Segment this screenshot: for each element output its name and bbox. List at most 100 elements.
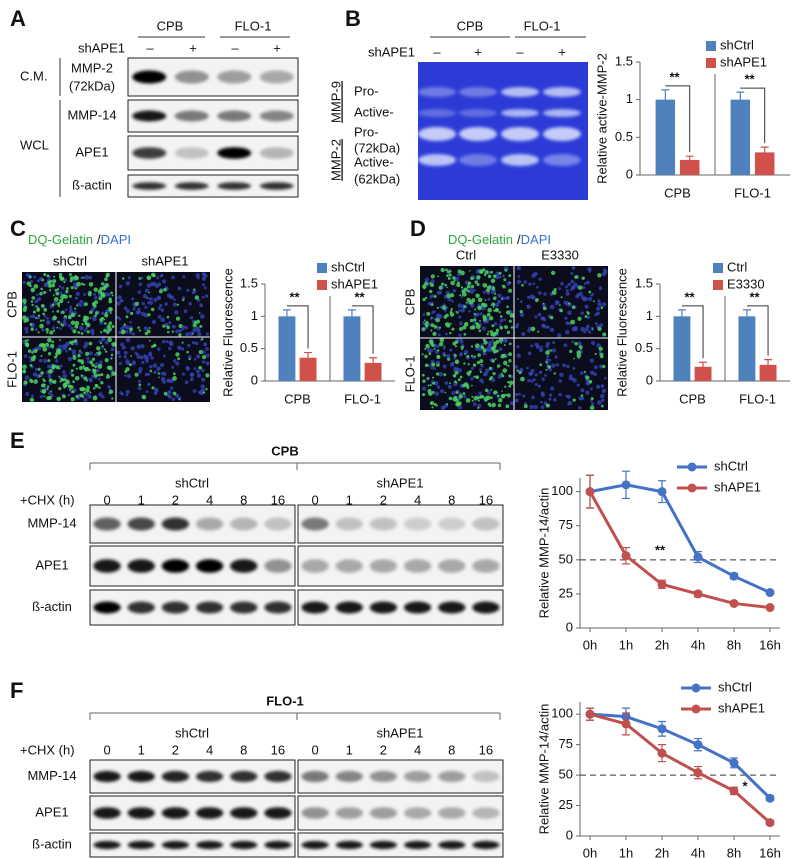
nucleus <box>201 388 205 393</box>
significance-label: * <box>742 779 748 794</box>
marker <box>729 571 739 581</box>
blot-label: APE1 <box>35 557 68 572</box>
blot-band <box>335 517 363 531</box>
marker <box>729 598 739 608</box>
gelatin-signal <box>436 363 440 367</box>
gelatin-signal <box>509 313 515 318</box>
gelatin-signal <box>41 278 45 282</box>
gelatin-signal <box>486 312 491 317</box>
gelatin-signal <box>51 365 55 370</box>
y-tick-label: 1 <box>646 308 653 323</box>
gelatin-signal <box>23 319 27 323</box>
blot-band <box>217 110 252 122</box>
bar <box>679 159 700 175</box>
nucleus <box>157 347 161 351</box>
gelatin-signal <box>487 285 492 289</box>
gelatin-signal <box>438 326 442 329</box>
gelatin-signal <box>201 355 207 360</box>
nucleus <box>173 359 177 363</box>
nucleus <box>562 363 566 367</box>
gelatin-signal <box>504 355 507 358</box>
band-label: (62kDa) <box>354 171 400 186</box>
nucleus <box>33 275 37 279</box>
nucleus <box>196 354 201 359</box>
gelatin-signal <box>424 363 429 368</box>
nucleus <box>458 315 462 319</box>
nucleus <box>590 294 593 297</box>
blot-frame <box>89 759 296 794</box>
blot-band <box>403 770 432 783</box>
gelatin-signal <box>494 308 499 313</box>
nucleus <box>596 306 601 311</box>
nucleus <box>580 388 585 393</box>
marker <box>657 579 667 589</box>
blot-band <box>335 559 363 573</box>
gelatin-signal <box>178 398 181 401</box>
nucleus <box>478 368 482 372</box>
gelatin-signal <box>138 383 142 387</box>
nucleus <box>106 292 111 297</box>
gelatin-signal <box>186 350 189 354</box>
gelatin-signal <box>477 353 482 358</box>
counterstain-name: DAPI <box>101 232 131 247</box>
nucleus <box>125 325 130 330</box>
gelatin-signal <box>508 342 512 346</box>
nucleus <box>189 316 194 320</box>
nucleus <box>116 315 120 320</box>
nucleus <box>75 291 80 296</box>
x-tick-label: 2h <box>655 637 669 652</box>
nucleus <box>516 323 520 326</box>
row-label: FLO-1 <box>402 356 417 393</box>
gelatin-signal <box>146 275 152 281</box>
nucleus <box>489 343 493 346</box>
gelatin-signal <box>516 369 519 372</box>
gelatin-signal <box>149 369 153 373</box>
nucleus <box>125 309 130 314</box>
gelatin-signal <box>23 369 26 372</box>
gelatin-signal <box>421 373 425 377</box>
bar <box>364 362 382 381</box>
nucleus <box>177 345 182 350</box>
gelatin-signal <box>558 304 561 307</box>
nucleus <box>160 317 166 323</box>
gelatin-signal <box>597 326 602 332</box>
gelatin-signal <box>559 308 563 313</box>
gelatin-signal <box>56 309 60 313</box>
nucleus <box>90 328 95 334</box>
gelatin-signal <box>74 307 77 310</box>
nucleus <box>28 355 32 359</box>
gelatin-signal <box>510 326 514 329</box>
nucleus <box>175 329 179 334</box>
nucleus <box>599 393 605 399</box>
nucleus <box>153 282 157 286</box>
nucleus <box>516 265 521 271</box>
gelatin-signal <box>28 275 32 279</box>
gelatin-signal <box>521 283 524 287</box>
nucleus <box>189 372 194 377</box>
gelatin-signal <box>88 341 93 346</box>
gelatin-signal <box>53 297 59 302</box>
nucleus <box>43 282 49 288</box>
blot-label: MMP-14 <box>67 107 116 122</box>
nucleus <box>495 274 500 280</box>
x-tick-label: FLO-1 <box>734 185 771 200</box>
x-tick-label: 4h <box>691 845 705 858</box>
nucleus <box>175 361 180 366</box>
gelatin-signal <box>501 390 503 392</box>
gelatin-signal <box>171 330 175 333</box>
gelatin-signal <box>477 399 480 402</box>
gelatin-signal <box>498 311 501 314</box>
nucleus <box>523 280 528 284</box>
bar <box>299 357 317 381</box>
gelatin-signal <box>181 341 184 344</box>
legend-label: shCtrl <box>720 37 754 52</box>
time-label: 8 <box>448 742 455 757</box>
marker <box>585 709 595 719</box>
gelatin-signal <box>151 272 156 277</box>
gelatin-signal <box>469 325 474 330</box>
y-tick-label: 100 <box>551 483 573 498</box>
nucleus <box>545 358 549 362</box>
blot-band <box>174 70 209 84</box>
nucleus <box>130 346 135 351</box>
gelatin-signal <box>501 284 504 287</box>
